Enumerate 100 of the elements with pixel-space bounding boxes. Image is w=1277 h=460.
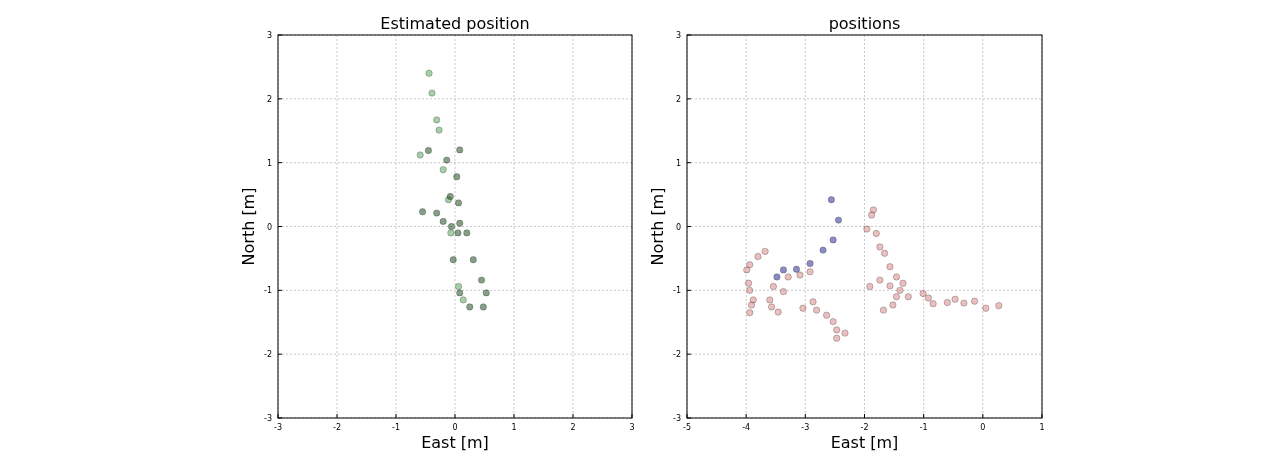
point xyxy=(809,298,817,306)
point xyxy=(435,126,443,134)
x-tick-label: 0 xyxy=(980,423,986,432)
point xyxy=(833,326,841,334)
point xyxy=(995,302,1003,310)
y-tick-label: 2 xyxy=(266,94,272,104)
x-tick-label: 2 xyxy=(570,423,576,432)
point xyxy=(447,229,455,237)
x-tick-label: 1 xyxy=(511,423,517,432)
y-axis-title: North [m] xyxy=(239,187,258,266)
x-tick-label: -3 xyxy=(274,423,282,432)
y-tick-label: -1 xyxy=(673,286,681,296)
point xyxy=(779,288,787,296)
x-tick-label: -4 xyxy=(742,423,751,432)
point xyxy=(768,303,776,311)
point xyxy=(456,146,464,154)
point xyxy=(453,173,461,181)
point xyxy=(876,276,884,284)
point xyxy=(439,166,447,174)
y-tick-label: 1 xyxy=(675,158,681,168)
x-axis-title: East [m] xyxy=(421,433,489,452)
point xyxy=(869,206,877,214)
point xyxy=(459,296,467,304)
point xyxy=(960,299,968,307)
point xyxy=(971,297,979,305)
point xyxy=(433,116,441,124)
x-tick-label: 0 xyxy=(452,423,458,432)
point xyxy=(446,193,454,200)
point xyxy=(478,276,486,284)
point xyxy=(746,286,754,294)
point xyxy=(892,273,900,281)
point xyxy=(774,308,782,316)
point xyxy=(813,306,821,314)
point xyxy=(799,304,807,312)
point xyxy=(761,247,769,255)
point xyxy=(766,296,774,304)
point xyxy=(745,279,753,287)
point xyxy=(872,230,880,238)
point xyxy=(419,208,427,216)
point xyxy=(769,283,777,290)
point xyxy=(449,256,457,264)
y-tick-label: -1 xyxy=(264,286,272,296)
point xyxy=(951,295,959,303)
point xyxy=(743,266,751,274)
point xyxy=(829,236,837,244)
point xyxy=(796,271,804,279)
x-tick-label: -2 xyxy=(333,423,341,432)
y-tick-label: 3 xyxy=(266,31,272,40)
point xyxy=(866,283,874,290)
point xyxy=(868,211,876,219)
point xyxy=(424,147,432,155)
point xyxy=(749,296,757,304)
point xyxy=(943,298,951,306)
point xyxy=(833,334,841,342)
x-tick-label: -1 xyxy=(392,423,400,432)
point xyxy=(889,301,897,309)
point xyxy=(447,223,455,230)
point xyxy=(886,263,894,271)
point xyxy=(482,289,490,297)
point xyxy=(439,217,447,225)
y-tick-label: 3 xyxy=(675,31,681,40)
point xyxy=(904,293,912,301)
point xyxy=(827,196,835,204)
point xyxy=(455,199,463,207)
point xyxy=(443,156,451,164)
point xyxy=(463,229,471,237)
x-axis-title: East [m] xyxy=(830,433,899,452)
point xyxy=(892,293,900,301)
point xyxy=(899,279,907,287)
chart-title: Estimated position xyxy=(380,14,530,33)
point xyxy=(823,311,831,319)
point xyxy=(819,246,827,254)
point xyxy=(806,260,814,268)
point xyxy=(416,151,424,159)
point xyxy=(746,261,754,269)
point xyxy=(881,249,889,257)
point xyxy=(754,253,762,260)
point xyxy=(456,289,464,297)
y-tick-label: 0 xyxy=(266,222,272,232)
point xyxy=(806,268,814,276)
point xyxy=(466,303,474,311)
point xyxy=(433,209,441,217)
y-axis-title: North [m] xyxy=(648,187,667,266)
point xyxy=(456,219,464,227)
point xyxy=(746,309,754,317)
point xyxy=(428,89,436,97)
y-tick-label: -2 xyxy=(673,350,681,360)
x-tick-label: -5 xyxy=(683,423,691,432)
point xyxy=(784,273,792,281)
point xyxy=(876,243,884,251)
x-tick-label: 1 xyxy=(1039,423,1045,432)
y-tick-label: 0 xyxy=(675,222,681,232)
point xyxy=(454,229,462,237)
point xyxy=(924,294,932,302)
y-tick-label: -3 xyxy=(673,414,681,423)
y-tick-label: -2 xyxy=(264,350,272,360)
point xyxy=(841,329,849,337)
point xyxy=(747,301,755,309)
point xyxy=(879,306,887,314)
point xyxy=(479,303,487,311)
